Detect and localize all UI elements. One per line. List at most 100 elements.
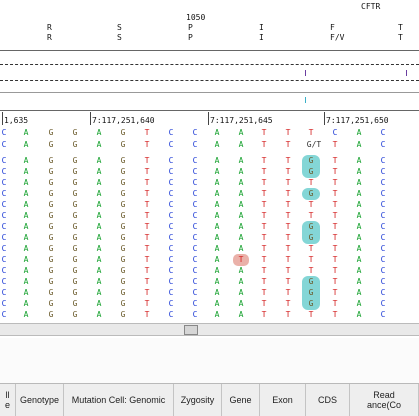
base-call: C [192,288,198,297]
ruler-position: 7:117,251,645 [210,116,273,125]
base-call: G [48,244,54,253]
base-call: C [380,288,386,297]
base-call: G [72,233,78,242]
base-call: C [1,156,7,165]
column-header[interactable]: Genotype [16,384,64,416]
base-call: T [261,233,267,242]
base-call: C [192,156,198,165]
base-call: C [1,288,7,297]
base-call: A [214,266,220,275]
base-call: A [238,156,244,165]
base-call: T [261,211,267,220]
base-call: A [238,266,244,275]
base-call: T [332,310,338,319]
base-call: G [72,128,78,137]
horizontal-scrollbar[interactable] [0,323,419,336]
base-call: G [48,233,54,242]
base-call: G [308,222,314,231]
base-call: G [72,156,78,165]
base-call: C [380,244,386,253]
base-call: A [23,211,29,220]
base-call: C [380,255,386,264]
base-call: C [192,310,198,319]
base-call: A [356,156,362,165]
base-call: A [96,211,102,220]
base-call: C [1,167,7,176]
base-call: A [214,178,220,187]
base-call: C [1,128,7,137]
track-divider [0,92,419,93]
column-header[interactable]: Zygosity [174,384,222,416]
base-call: T [308,255,314,264]
base-call: T [144,178,150,187]
base-call: A [23,310,29,319]
base-call: C [168,222,174,231]
base-call: C [192,211,198,220]
base-call: C [168,140,174,149]
base-call: C [168,156,174,165]
base-call: T [144,128,150,137]
base-call: A [214,128,220,137]
base-call: C [168,310,174,319]
base-call: T [332,222,338,231]
ruler-tick [90,112,91,125]
base-call: A [214,255,220,264]
base-call: C [380,189,386,198]
base-call: T [261,288,267,297]
base-call: A [96,167,102,176]
base-call: C [380,200,386,209]
base-call: T [261,128,267,137]
base-call: C [1,255,7,264]
base-call: G [48,255,54,264]
base-call: G [48,128,54,137]
amino-acid-top: T [398,23,403,32]
base-call: T [332,244,338,253]
scrollbar-thumb[interactable] [184,325,198,335]
column-header[interactable]: Gene [222,384,260,416]
base-call: T [144,167,150,176]
base-call: G [120,189,126,198]
base-call: C [1,211,7,220]
base-call: C [380,277,386,286]
base-call: A [356,255,362,264]
base-call: T [144,266,150,275]
column-header[interactable]: ll e [0,384,16,416]
base-call: A [96,200,102,209]
base-call: C [192,266,198,275]
base-call: A [214,167,220,176]
ruler-tick [2,112,3,125]
base-call: T [308,211,314,220]
base-call: T [144,277,150,286]
base-call: A [356,140,362,149]
column-header[interactable]: Exon [260,384,306,416]
base-call: C [192,299,198,308]
base-call: C [192,200,198,209]
base-call: C [1,266,7,275]
amino-acid-top: I [259,23,264,32]
base-call: A [23,222,29,231]
base-call: G [308,277,314,286]
base-call: T [332,140,338,149]
base-call: C [380,310,386,319]
ruler-position: 7:117,251,640 [92,116,155,125]
variant-highlight [302,188,320,200]
base-call: T [332,266,338,275]
base-call: C [1,189,7,198]
base-call: T [261,299,267,308]
base-call: G [48,156,54,165]
column-header[interactable]: Read ance(Co [350,384,419,416]
base-call: A [214,288,220,297]
base-call: A [238,140,244,149]
base-call: G [72,299,78,308]
base-call: G [308,167,314,176]
column-header[interactable]: Mutation Cell: Genomic [64,384,174,416]
base-call: T [285,200,291,209]
base-call: A [238,244,244,253]
variant-highlight [302,276,320,310]
column-header[interactable]: CDS [306,384,350,416]
base-call: C [1,244,7,253]
base-call: T [285,189,291,198]
sequence-viewer[interactable]: CFTR 1050 R R S S P P I I F F/V T T 1,635 7:117,251,… [0,0,419,338]
base-call: G [48,310,54,319]
base-call: G [48,140,54,149]
